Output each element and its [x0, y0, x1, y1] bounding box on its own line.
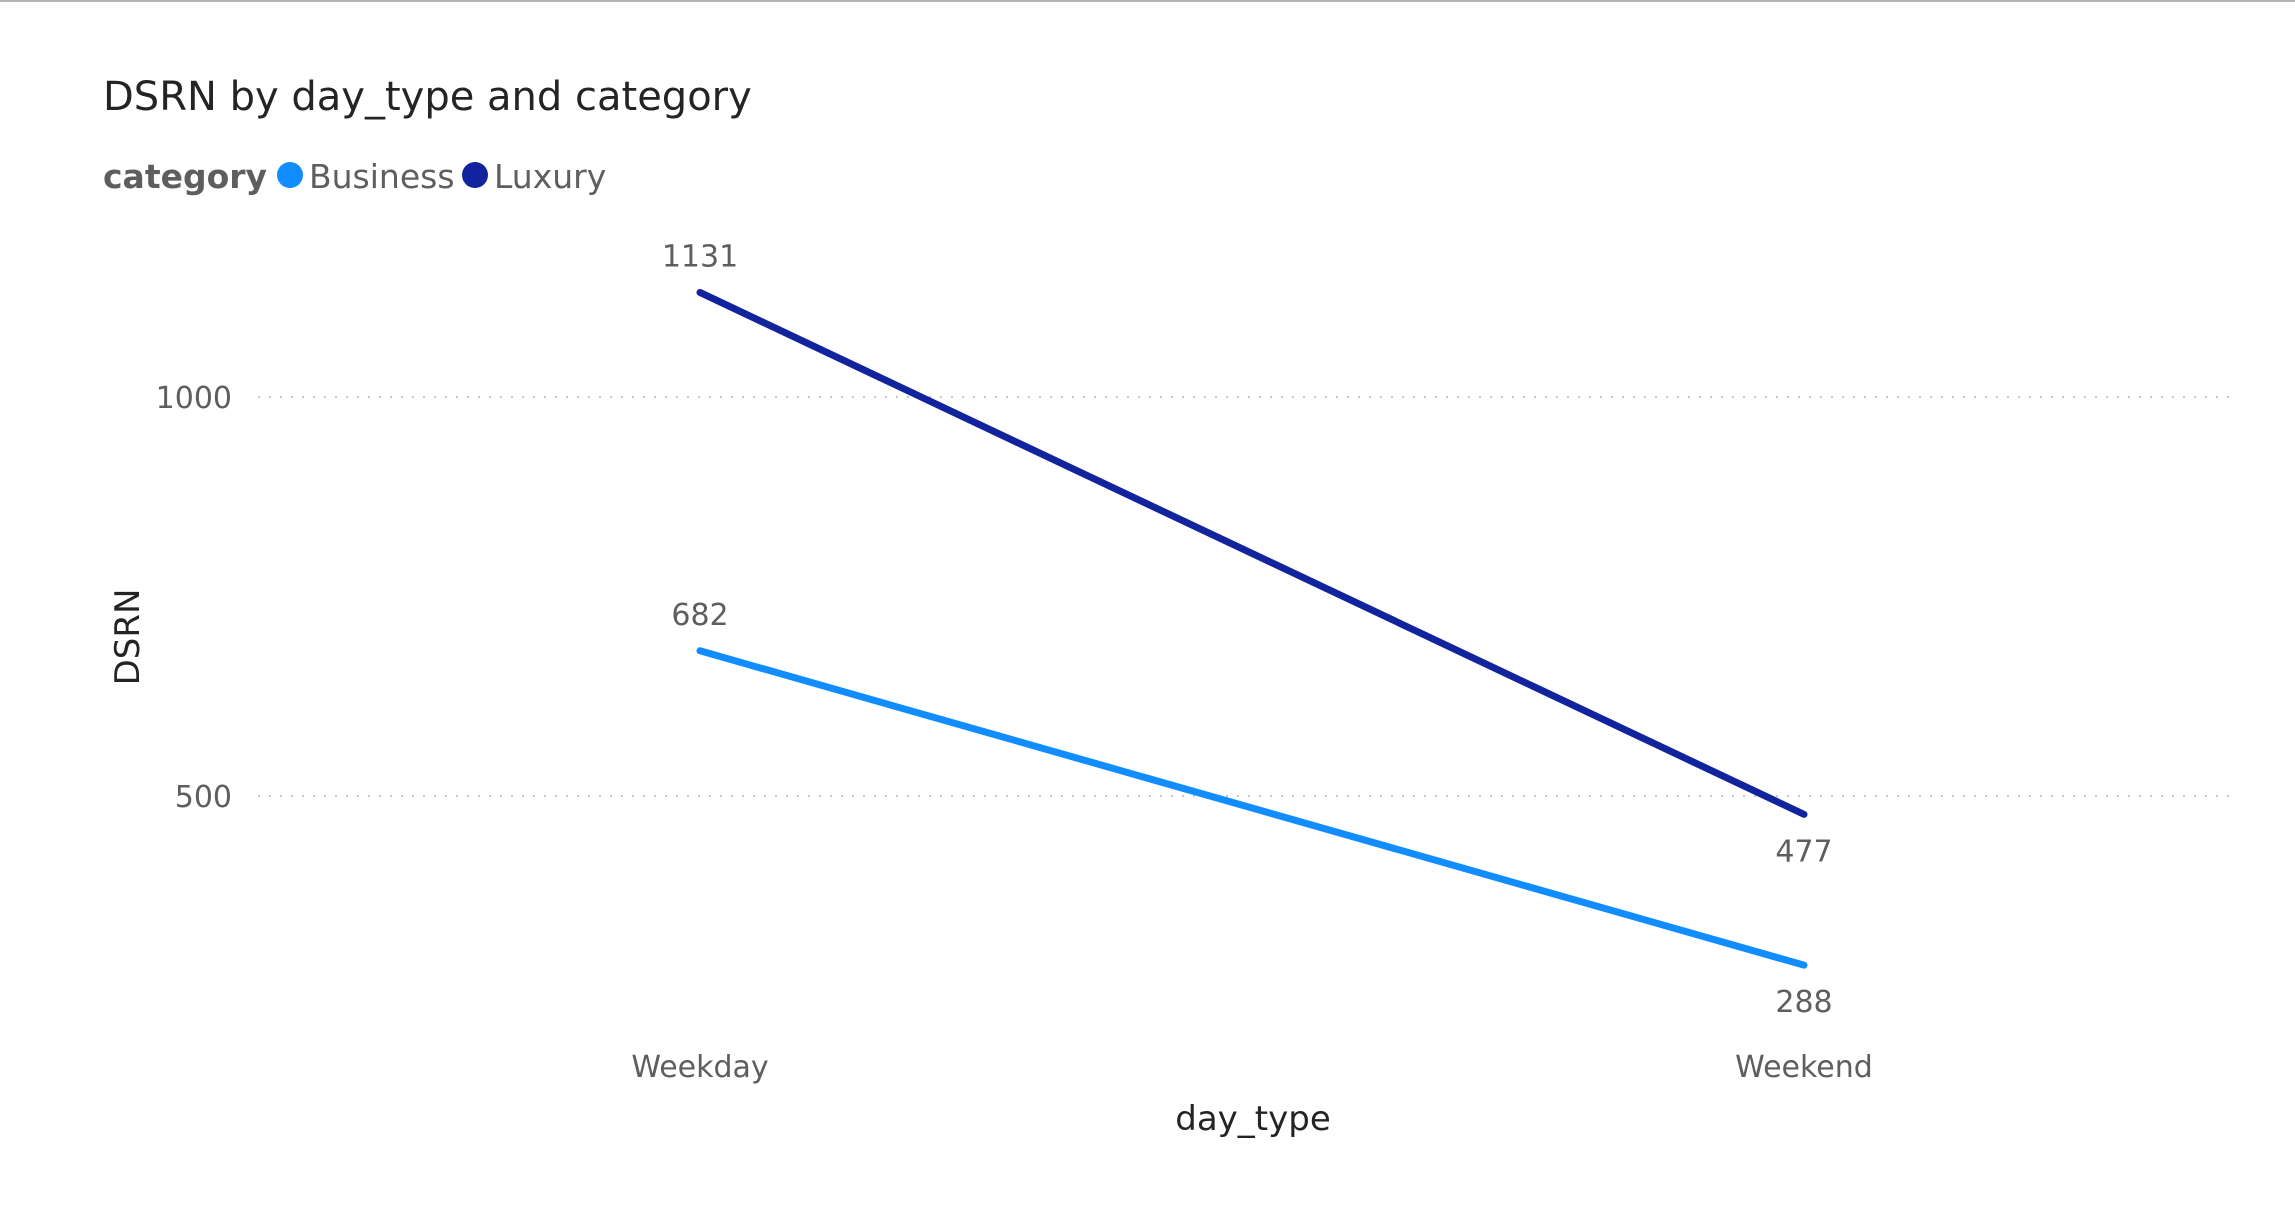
legend-label-luxury[interactable]: Luxury — [494, 157, 606, 196]
data-label-luxury: 477 — [1775, 834, 1832, 869]
data-label-business: 288 — [1775, 985, 1832, 1020]
data-label-business: 682 — [671, 598, 728, 633]
legend-marker-business — [277, 162, 303, 188]
data-labels: 682 288 1131 477 — [662, 239, 1833, 1020]
data-label-luxury: 1131 — [662, 239, 738, 274]
series-lines — [696, 288, 1808, 969]
y-axis-title: DSRN — [108, 589, 148, 686]
y-tick-label: 500 — [175, 780, 232, 815]
gridlines — [258, 396, 2232, 797]
x-axis-title: day_type — [1175, 1099, 1331, 1139]
x-tick-label: Weekend — [1735, 1050, 1873, 1085]
legend: category Business Luxury — [103, 157, 606, 196]
legend-label-business[interactable]: Business — [309, 157, 455, 196]
x-tick-label: Weekday — [631, 1050, 768, 1085]
series-line-luxury[interactable] — [696, 288, 1808, 818]
chart-title: DSRN by day_type and category — [103, 74, 752, 120]
legend-marker-luxury — [462, 162, 488, 188]
y-tick-label: 1000 — [156, 381, 232, 416]
y-axis-ticks: 500 1000 — [156, 381, 232, 815]
series-line-business[interactable] — [696, 647, 1808, 969]
legend-title: category — [103, 157, 267, 196]
x-axis-ticks: Weekday Weekend — [631, 1050, 1873, 1085]
